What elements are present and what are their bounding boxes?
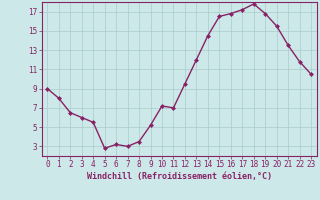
- X-axis label: Windchill (Refroidissement éolien,°C): Windchill (Refroidissement éolien,°C): [87, 172, 272, 181]
